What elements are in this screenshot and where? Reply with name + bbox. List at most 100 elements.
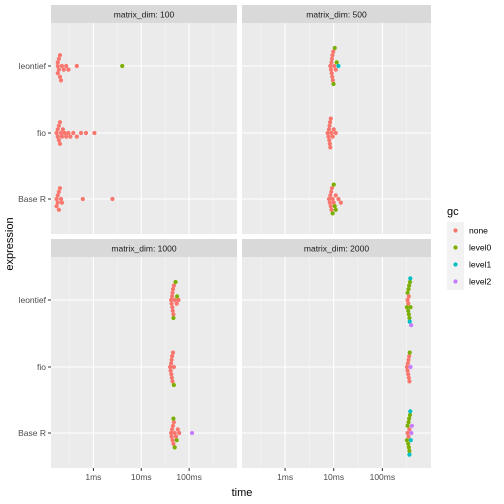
data-point [56,138,61,143]
data-point [59,63,65,69]
data-point [409,323,414,328]
data-point [54,130,59,136]
data-point [332,45,337,51]
data-point [74,63,79,69]
data-point [66,67,71,72]
x-axis: 1ms 10ms 100ms 1ms 10ms 100ms [85,468,395,482]
data-point [327,141,332,146]
data-point [336,63,341,69]
data-point [407,350,412,355]
data-point [58,78,64,83]
data-point [170,379,175,384]
facet-panel: matrix_dim: 1000 [51,239,237,468]
data-point [174,301,179,306]
data-point [170,438,175,443]
data-point [55,63,60,69]
data-point [330,74,335,79]
data-point [171,420,176,425]
data-point [55,193,60,198]
data-point [328,193,333,198]
points-group [325,45,343,216]
data-point [404,438,410,443]
data-point [171,312,176,317]
data-point [55,127,60,132]
data-point [172,430,177,436]
data-point [328,63,333,69]
x-axis-title: time [232,487,253,499]
data-point [169,430,174,436]
data-point [329,189,334,194]
data-point [174,438,179,443]
data-point [332,63,337,69]
data-point [173,434,179,439]
data-point [328,204,333,209]
points-group [54,53,125,212]
facet-strip [242,5,431,23]
data-point [407,427,412,432]
y-axis-title: expression [4,217,16,270]
data-point [331,200,336,205]
data-point [327,120,333,125]
legend: gc none level0 level1 level2 [447,206,491,290]
data-point [407,315,412,321]
data-point [331,127,336,132]
data-point [59,134,65,139]
data-point [56,123,61,128]
legend-label: level0 [469,243,491,253]
data-point [171,441,176,446]
data-point [326,196,332,202]
facet-strip [242,239,431,257]
data-point [169,294,175,299]
data-point [57,74,63,79]
data-point [170,350,176,355]
data-point [169,354,175,359]
data-point [169,375,174,380]
data-point [407,379,412,384]
data-point [408,438,413,443]
data-point [168,368,173,373]
data-point [71,130,76,136]
x-tick-label: 1ms [85,472,101,482]
data-point [174,294,180,299]
data-point [57,186,63,191]
data-point [406,357,411,362]
data-point [407,283,412,288]
data-point [59,200,65,205]
panel-background [51,23,237,234]
data-point [404,364,410,370]
data-point [336,196,341,202]
data-point [329,71,334,76]
data-point [407,416,412,421]
facet-panel: matrix_dim: 100 [51,5,237,234]
data-point [169,427,175,432]
data-point [55,60,60,65]
x-tick-label: 10ms [131,472,152,482]
data-point [189,430,195,436]
data-point [328,145,333,150]
facet-panel: matrix_dim: 2000 [242,239,431,468]
data-point [60,127,65,132]
data-point [330,78,335,83]
y-tick-label: Base R [18,428,46,438]
data-point [80,196,85,202]
x-tick-label: 100ms [176,472,202,482]
data-point [169,434,174,439]
data-point [171,315,176,321]
y-tick-label: fio [37,128,46,138]
data-point [328,116,333,121]
points-group [167,279,195,450]
legend-item: level1 [447,256,491,273]
data-point [408,305,413,310]
data-point [68,134,73,139]
data-point [405,368,410,373]
legend-label: none [469,226,488,236]
data-point [328,67,334,72]
data-point [329,60,334,65]
data-point [407,319,412,324]
data-point [409,423,415,428]
legend-item: none [447,222,488,239]
data-point [171,283,176,288]
x-tick-label: 1ms [277,472,293,482]
data-point [406,372,411,377]
data-point [408,364,413,370]
